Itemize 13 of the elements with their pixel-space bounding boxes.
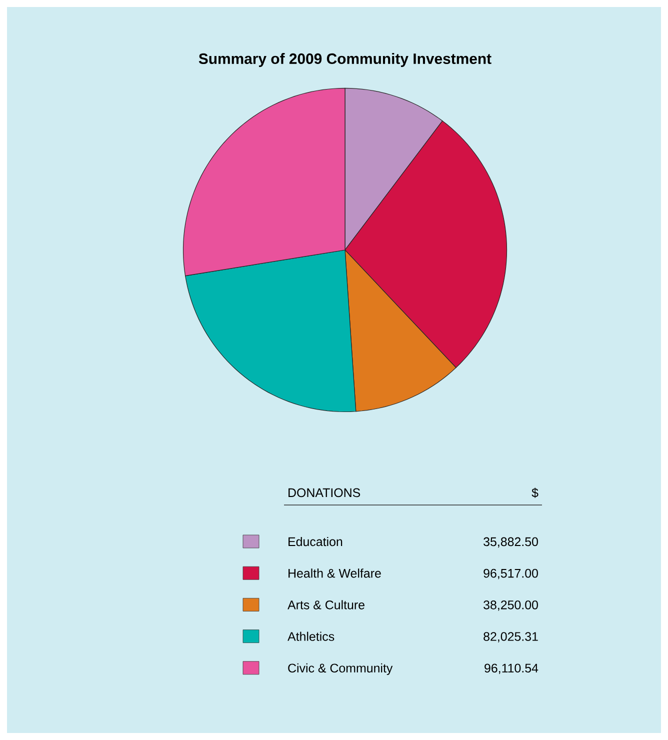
data-label: 82,025.31 bbox=[484, 632, 538, 642]
legend-label: Athletics bbox=[288, 632, 334, 641]
text: $ bbox=[532, 488, 538, 498]
legend-title: DONATIONS bbox=[288, 488, 360, 498]
data-label: 35,882.50 bbox=[484, 537, 538, 548]
data-label: 96,517.00 bbox=[484, 568, 538, 580]
data-label: 96,110.54 bbox=[484, 664, 538, 674]
legend-label: Education bbox=[288, 536, 342, 546]
legend-label: Arts & Culture bbox=[288, 600, 364, 610]
data-label: 38,250.00 bbox=[484, 600, 538, 611]
legend-label: Civic & Community bbox=[288, 663, 393, 675]
legend-label: Health & Welfare bbox=[288, 568, 381, 578]
chart-title: Summary of 2009 Community Investment bbox=[198, 53, 492, 67]
